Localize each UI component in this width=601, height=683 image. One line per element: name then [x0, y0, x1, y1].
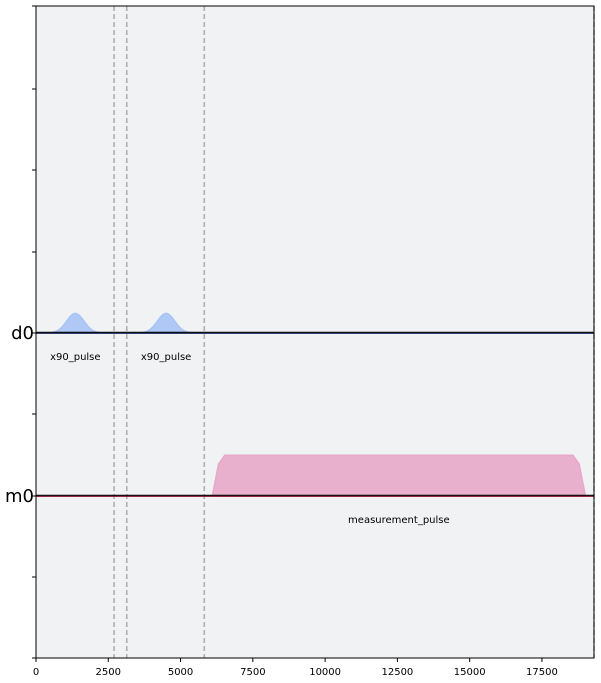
x-tick-label-1: 2500 [96, 667, 121, 678]
x-axis: 0 2500 5000 7500 10000 12500 15000 17500 [33, 658, 558, 678]
x-tick-label-0: 0 [33, 667, 39, 678]
x-tick-label-4: 10000 [309, 667, 341, 678]
channel-layer: d0 m0 [5, 323, 594, 507]
y-tick-layer [32, 5, 36, 659]
channel-label-m0: m0 [5, 486, 34, 507]
channel-label-d0: d0 [11, 323, 34, 344]
x-tick-label-7: 17500 [526, 667, 558, 678]
pulse-label-2: measurement_pulse [348, 515, 450, 526]
pulse-label-1: x90_pulse [141, 352, 191, 363]
x-tick-label-6: 15000 [454, 667, 486, 678]
pulse-m0-2 [211, 454, 587, 497]
x-tick-label-5: 12500 [381, 667, 413, 678]
pulse-label-layer: x90_pulse x90_pulse measurement_pulse [50, 352, 450, 526]
x-tick-label-3: 7500 [240, 667, 265, 678]
x-tick-label-2: 5000 [168, 667, 193, 678]
plot-frame [35, 5, 595, 659]
pulse-label-0: x90_pulse [50, 352, 100, 363]
